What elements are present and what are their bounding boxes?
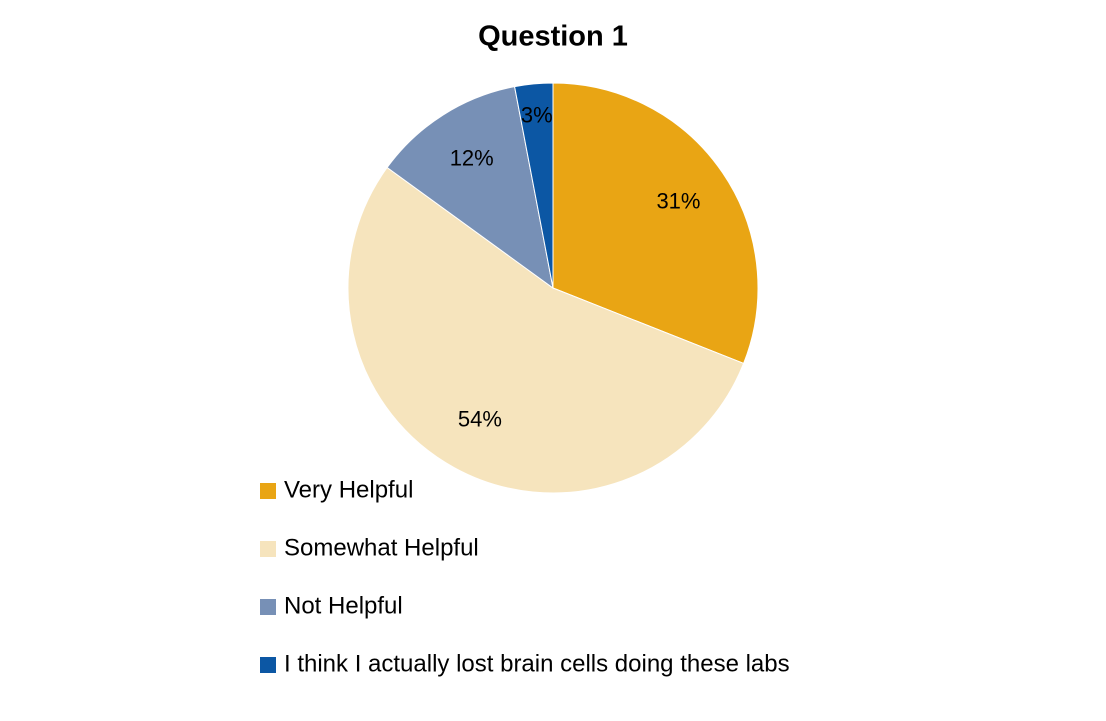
- data-label: 3%: [521, 102, 553, 127]
- legend-label: Not Helpful: [284, 592, 403, 619]
- chart-title: Question 1: [478, 21, 628, 53]
- legend-swatch: [260, 541, 276, 557]
- pie-slice: [386, 86, 554, 290]
- data-label: 12%: [450, 146, 494, 171]
- data-label: 31%: [656, 189, 700, 214]
- legend-label: Somewhat Helpful: [284, 534, 479, 561]
- legend-swatch: [260, 657, 276, 673]
- pie-slice: [552, 82, 759, 365]
- legend-label: I think I actually lost brain cells doin…: [284, 650, 790, 677]
- legend-label: Very Helpful: [284, 476, 413, 503]
- data-label: 54%: [458, 407, 502, 432]
- pie-slice: [514, 82, 554, 289]
- pie-slice: [347, 166, 745, 494]
- legend-swatch: [260, 599, 276, 615]
- legend-swatch: [260, 483, 276, 499]
